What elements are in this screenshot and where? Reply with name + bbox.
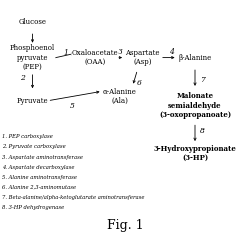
Text: Fig. 1: Fig. 1	[107, 219, 143, 232]
Text: 1. PEP carboxylase: 1. PEP carboxylase	[2, 134, 54, 139]
Text: 8. 3-HP dehydrogenase: 8. 3-HP dehydrogenase	[2, 205, 65, 210]
Text: Aspartate
(Asp): Aspartate (Asp)	[125, 49, 160, 66]
Text: 3-Hydroxypropionate
(3-HP): 3-Hydroxypropionate (3-HP)	[154, 145, 236, 162]
Text: 2: 2	[20, 74, 25, 82]
Text: 1: 1	[64, 49, 69, 57]
Text: 7: 7	[200, 76, 205, 84]
Text: 8: 8	[200, 127, 205, 135]
Text: 4. Aspartate decarboxylase: 4. Aspartate decarboxylase	[2, 165, 75, 170]
Text: 3. Aspartate aminotransferase: 3. Aspartate aminotransferase	[2, 155, 84, 160]
Text: 2. Pyruvate carboxylase: 2. Pyruvate carboxylase	[2, 144, 66, 150]
Text: 4: 4	[169, 48, 174, 56]
Text: 6: 6	[136, 79, 141, 87]
Text: 5. Alanine aminotransferase: 5. Alanine aminotransferase	[2, 175, 78, 180]
Text: 7. Beta-alanine/alpha-ketoglutarate aminotransferase: 7. Beta-alanine/alpha-ketoglutarate amin…	[2, 195, 145, 200]
Text: 5: 5	[70, 102, 75, 110]
Text: 3: 3	[118, 48, 122, 56]
Text: 6. Alanine 2,3-aminomutase: 6. Alanine 2,3-aminomutase	[2, 185, 76, 190]
Text: Glucose: Glucose	[18, 18, 46, 26]
Text: Pyruvate: Pyruvate	[17, 97, 48, 105]
Text: Phosphoenol
pyruvate
(PEP): Phosphoenol pyruvate (PEP)	[10, 44, 55, 71]
Text: Malonate
semialdehyde
(3-oxopropanoate): Malonate semialdehyde (3-oxopropanoate)	[159, 92, 231, 119]
Text: β-Alanine: β-Alanine	[178, 54, 212, 62]
Text: Oxaloacetate
(OAA): Oxaloacetate (OAA)	[72, 49, 118, 66]
Text: α-Alanine
(Ala): α-Alanine (Ala)	[103, 87, 137, 105]
